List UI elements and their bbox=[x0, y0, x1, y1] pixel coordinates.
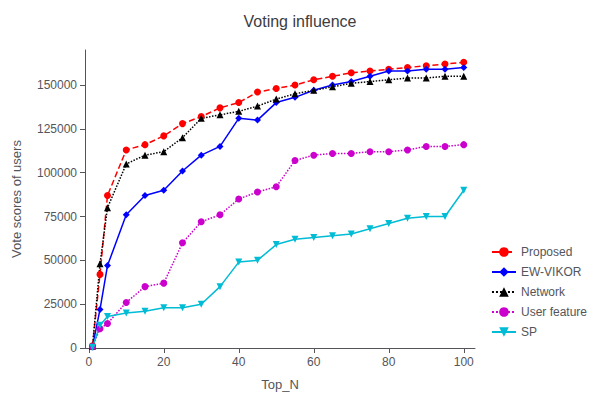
svg-text:80: 80 bbox=[382, 355, 396, 369]
svg-text:25000: 25000 bbox=[44, 297, 78, 311]
svg-text:EW-VIKOR: EW-VIKOR bbox=[521, 265, 582, 279]
svg-text:100000: 100000 bbox=[37, 166, 77, 180]
svg-text:0: 0 bbox=[85, 355, 92, 369]
svg-text:Voting influence: Voting influence bbox=[244, 13, 357, 30]
svg-text:60: 60 bbox=[307, 355, 321, 369]
svg-text:Top_N: Top_N bbox=[261, 377, 299, 392]
svg-text:150000: 150000 bbox=[37, 78, 77, 92]
svg-text:User feature: User feature bbox=[521, 305, 587, 319]
svg-text:75000: 75000 bbox=[44, 210, 78, 224]
svg-text:40: 40 bbox=[232, 355, 246, 369]
svg-text:0: 0 bbox=[70, 341, 77, 355]
svg-text:50000: 50000 bbox=[44, 253, 78, 267]
svg-text:SP: SP bbox=[521, 325, 537, 339]
svg-text:100: 100 bbox=[454, 355, 474, 369]
svg-text:Vote scores of users: Vote scores of users bbox=[9, 140, 24, 258]
svg-text:Proposed: Proposed bbox=[521, 245, 572, 259]
svg-text:20: 20 bbox=[157, 355, 171, 369]
svg-text:Network: Network bbox=[521, 285, 566, 299]
svg-text:125000: 125000 bbox=[37, 122, 77, 136]
